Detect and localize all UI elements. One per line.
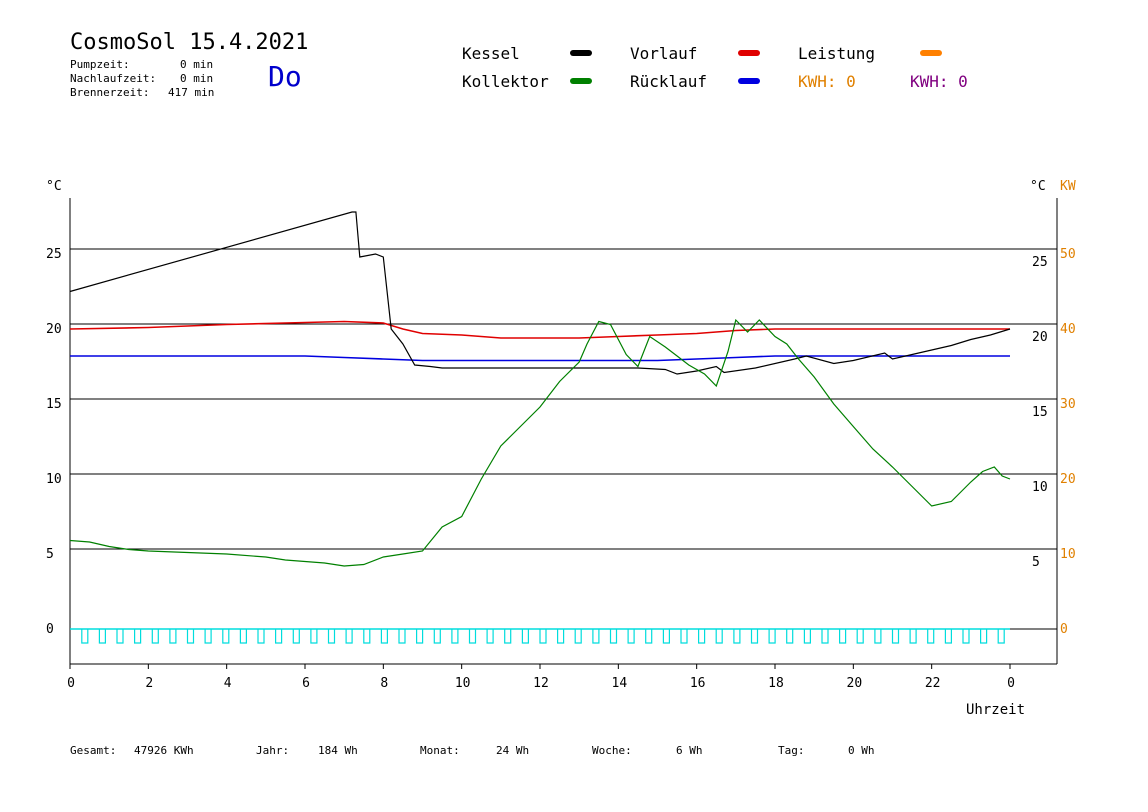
stat-label: Brennerzeit:: [70, 86, 150, 99]
right-unit-label: °C: [1030, 179, 1046, 194]
legend-vorlauf-label: Vorlauf: [630, 44, 698, 63]
total-jahr: Jahr: 184 Wh: [256, 744, 358, 757]
stat-label: Nachlaufzeit:: [70, 72, 157, 85]
total-gesamt: Gesamt: 47926 KWh: [70, 744, 194, 757]
legend-kessel-swatch: [570, 50, 592, 56]
total-label: Gesamt:: [70, 744, 117, 757]
stat-value: 417 min: [168, 86, 215, 99]
legend-kwh-orange: KWH: 0: [798, 72, 856, 91]
legend-leistung-label: Leistung: [798, 44, 876, 63]
stat-brennerzeit: Brennerzeit: 417 min: [70, 86, 214, 99]
data-series: [69, 211, 1011, 567]
total-value: 184 Wh: [318, 744, 358, 757]
y-tick-label-right: 5: [1032, 555, 1040, 570]
stat-nachlaufzeit: Nachlaufzeit: 0 min: [70, 72, 213, 85]
total-label: Tag:: [778, 744, 805, 757]
total-value: 0 Wh: [848, 744, 875, 757]
x-tick-label: 22: [925, 676, 941, 691]
x-tick-label: 8: [380, 676, 388, 691]
x-tick-label: 10: [455, 676, 471, 691]
legend-kollektor-label: Kollektor: [462, 72, 549, 91]
x-tick-label: 12: [533, 676, 549, 691]
x-tick-label: 2: [145, 676, 153, 691]
total-label: Jahr:: [256, 744, 290, 757]
stat-value: 0 min: [180, 72, 214, 85]
legend-kwh-purple: KWH: 0: [910, 72, 968, 91]
x-tick-label: 20: [847, 676, 863, 691]
y-tick-label-kw: 50: [1060, 247, 1076, 262]
y-tick-label-right: 10: [1032, 480, 1048, 495]
x-tick-label: 14: [612, 676, 628, 691]
x-tick-label: 16: [690, 676, 706, 691]
total-monat: Monat: 24 Wh: [420, 744, 529, 757]
y-tick-label-left: 20: [46, 322, 62, 337]
total-label: Monat:: [420, 744, 460, 757]
y-tick-label-right: 20: [1032, 330, 1048, 345]
x-tick-label: 4: [224, 676, 232, 691]
left-unit-label: °C: [46, 179, 62, 194]
legend-kessel-label: Kessel: [462, 44, 520, 63]
total-value: 24 Wh: [496, 744, 530, 757]
series-line-kessel: [69, 211, 1011, 375]
leistung-pulses: [81, 629, 1005, 644]
total-label: Woche:: [592, 744, 632, 757]
weekday-label: Do: [268, 60, 302, 93]
y-tick-label-kw: 0: [1060, 622, 1068, 637]
tick-labels: 0 2 4 6 8 10 12 14 16 18 20 22 0 0 5 10 15 20 25 5 10 15 20 25 0…: [46, 247, 1076, 691]
legend-ruecklauf-label: Rücklauf: [630, 72, 708, 91]
series-line-vorlauf: [69, 320, 1010, 339]
total-woche: Woche: 6 Wh: [592, 744, 703, 757]
y-tick-label-kw: 10: [1060, 547, 1076, 562]
total-value: 6 Wh: [676, 744, 703, 757]
chart-title: CosmoSol 15.4.2021: [70, 30, 309, 55]
kw-unit-label: KW: [1060, 179, 1076, 194]
y-tick-label-kw: 40: [1060, 322, 1076, 337]
y-tick-label-right: 25: [1032, 255, 1048, 270]
x-tick-label: 0: [67, 676, 75, 691]
axis-labels: °C °C KW Uhrzeit: [46, 179, 1076, 718]
series-line-kollektor: [69, 318, 1011, 567]
y-tick-label-left: 25: [46, 247, 62, 262]
y-tick-label-left: 10: [46, 472, 62, 487]
x-tick-label: 18: [768, 676, 784, 691]
chart-grid: [70, 248, 1057, 630]
y-tick-label-left: 0: [46, 622, 54, 637]
total-value: 47926 KWh: [134, 744, 194, 757]
leistung-pump-series: [70, 628, 1010, 644]
legend-vorlauf-swatch: [738, 50, 760, 56]
y-tick-label-kw: 20: [1060, 472, 1076, 487]
x-tick-label: 6: [302, 676, 310, 691]
stat-label: Pumpzeit:: [70, 58, 130, 71]
stat-pumpzeit: Pumpzeit: 0 min: [70, 58, 213, 71]
legend-leistung-swatch: [920, 50, 942, 56]
y-tick-label-right: 15: [1032, 405, 1048, 420]
y-tick-label-left: 15: [46, 397, 62, 412]
y-tick-label-left: 5: [46, 547, 54, 562]
y-tick-label-kw: 30: [1060, 397, 1076, 412]
legend-kollektor-swatch: [570, 78, 592, 84]
stat-value: 0 min: [180, 58, 214, 71]
chart-axes: [69, 198, 1058, 665]
legend-ruecklauf-swatch: [738, 78, 760, 84]
x-axis-label: Uhrzeit: [966, 702, 1025, 718]
total-tag: Tag: 0 Wh: [778, 744, 875, 757]
x-tick-label: 0: [1007, 676, 1015, 691]
